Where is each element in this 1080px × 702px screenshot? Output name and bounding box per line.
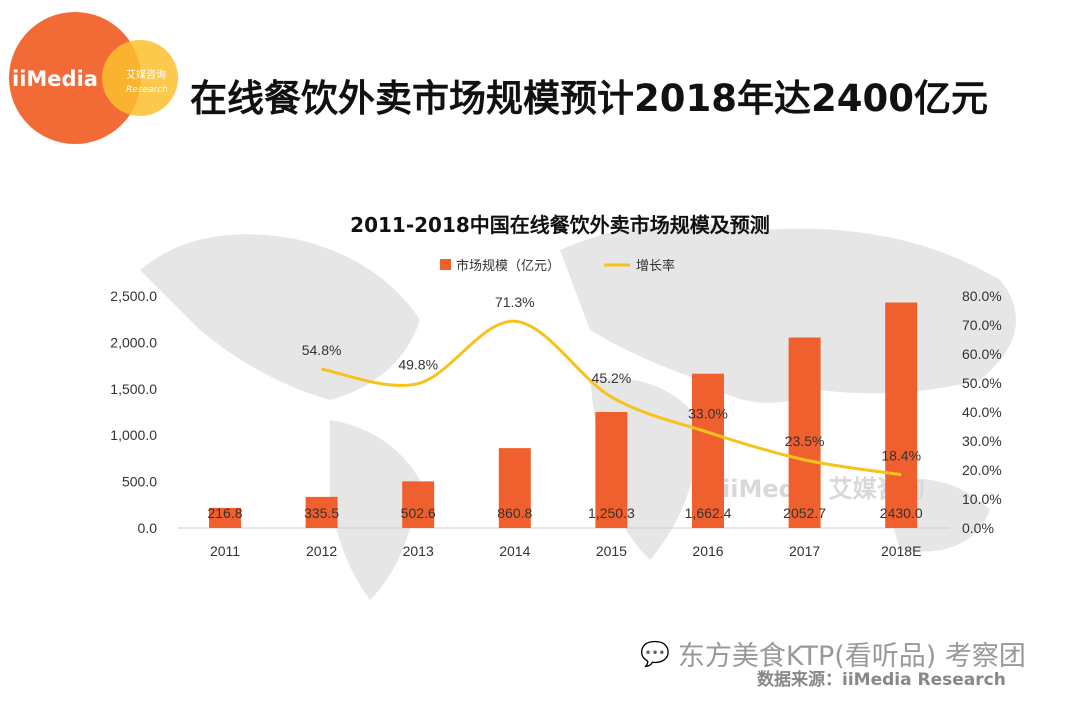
x-axis-tick: 2016 xyxy=(692,543,723,559)
x-axis-tick: 2015 xyxy=(596,543,627,559)
growth-rate-label: 49.8% xyxy=(398,357,438,373)
iimedia-logo: iiMedia 艾媒咨询 Research xyxy=(9,12,178,144)
left-axis-tick: 2,000.0 xyxy=(110,334,157,350)
bar-2017 xyxy=(788,337,821,528)
growth-rate-line xyxy=(321,319,902,477)
logo-sub-cn: 艾媒咨询 xyxy=(126,68,166,81)
left-axis-tick: 0.0 xyxy=(138,520,158,536)
right-axis-tick: 50.0% xyxy=(962,375,1002,391)
x-axis-tick: 2012 xyxy=(306,543,337,559)
wechat-account: 💬 东方美食KTP(看听品) 考察团 xyxy=(640,634,1026,673)
growth-rate-label: 33.0% xyxy=(688,405,728,421)
bar-2012 xyxy=(305,496,338,528)
left-axis-tick: 1,500.0 xyxy=(110,381,157,397)
right-axis-tick: 80.0% xyxy=(962,288,1002,304)
growth-rate-label: 23.5% xyxy=(785,433,825,449)
right-axis-tick: 30.0% xyxy=(962,433,1002,449)
bar-value-label: 216.8 xyxy=(207,505,242,521)
x-axis-tick: 2014 xyxy=(499,543,530,559)
bar-value-label: 335.5 xyxy=(304,505,339,521)
bar-2013 xyxy=(402,481,435,528)
bar-2018E xyxy=(885,302,918,528)
bar-value-label: 1,662.4 xyxy=(685,505,732,521)
right-axis-tick: 70.0% xyxy=(962,317,1002,333)
right-axis-tick: 10.0% xyxy=(962,491,1002,507)
growth-rate-label: 45.2% xyxy=(592,370,632,386)
bar-2011 xyxy=(209,507,241,528)
wechat-account-name: 东方美食KTP(看听品) 考察团 xyxy=(677,641,1026,672)
growth-rate-label: 71.3% xyxy=(495,294,535,310)
bar-value-label: 1,250.3 xyxy=(588,505,635,521)
page-title: 在线餐饮外卖市场规模预计2018年达2400亿元 xyxy=(190,77,988,120)
chart-title: 2011-2018中国在线餐饮外卖市场规模及预测 xyxy=(350,213,770,237)
left-axis-tick: 2,500.0 xyxy=(110,288,157,304)
bar-value-label: 2052.7 xyxy=(783,505,826,521)
wechat-icon: 💬 xyxy=(640,639,670,668)
bar-value-label: 2430.0 xyxy=(880,505,923,521)
legend-line-label: 增长率 xyxy=(636,258,675,274)
bar-2015 xyxy=(595,411,628,528)
x-axis-tick: 2011 xyxy=(210,543,240,559)
right-axis-tick: 20.0% xyxy=(962,462,1002,478)
right-axis-tick: 0.0% xyxy=(962,520,994,536)
right-axis-tick: 40.0% xyxy=(962,404,1002,420)
legend-bar-swatch xyxy=(440,259,451,270)
x-axis-tick: 2017 xyxy=(789,543,820,559)
logo-sub-en: Research xyxy=(126,85,168,95)
bar-2014 xyxy=(498,448,531,528)
bar-value-label: 860.8 xyxy=(497,505,532,521)
bar-2016 xyxy=(692,373,724,528)
growth-rate-label: 54.8% xyxy=(302,342,342,358)
logo-text: iiMedia xyxy=(12,67,98,91)
x-axis-tick: 2013 xyxy=(403,543,434,559)
right-axis-tick: 60.0% xyxy=(962,346,1002,362)
left-axis-tick: 1,000.0 xyxy=(110,427,157,443)
left-axis-tick: 500.0 xyxy=(122,474,157,490)
legend-bar-label: 市场规模（亿元） xyxy=(456,258,560,274)
bar-value-label: 502.6 xyxy=(401,505,436,521)
x-axis-tick: 2018E xyxy=(881,543,921,559)
growth-rate-label: 18.4% xyxy=(881,448,921,464)
data-source: 数据来源：iiMedia Research xyxy=(757,670,1006,690)
